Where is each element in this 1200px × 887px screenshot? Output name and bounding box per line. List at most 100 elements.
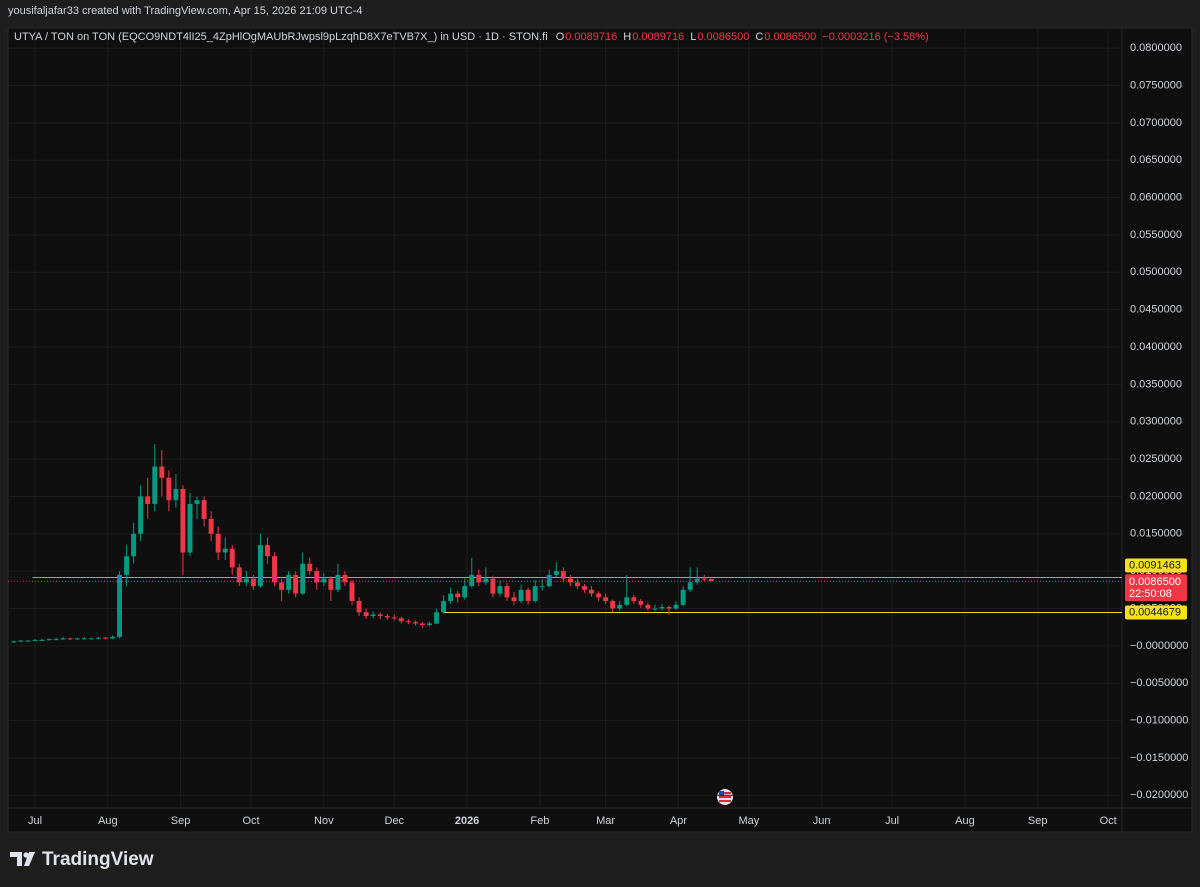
candle-body <box>335 574 341 590</box>
ohlc-key: L <box>690 31 696 43</box>
candle-body <box>131 533 137 557</box>
candle-body <box>180 488 186 553</box>
candle-body <box>596 593 602 598</box>
candle-body <box>18 640 24 642</box>
ohlc-key: H <box>623 31 631 43</box>
last-price-label: 0.0086500 <box>1129 576 1181 588</box>
candle-body <box>476 574 482 583</box>
y-tick-label: 0.0250000 <box>1130 453 1182 465</box>
y-tick-label: 0.0650000 <box>1130 154 1182 166</box>
last-price-box <box>1125 574 1187 602</box>
candle-body <box>370 614 376 616</box>
candle-body <box>152 466 158 504</box>
candle-body <box>124 556 130 575</box>
candle-body <box>441 601 447 613</box>
candle-body <box>25 640 31 642</box>
x-tick-label: Nov <box>314 815 334 827</box>
candle-body <box>307 563 313 572</box>
candle-body <box>208 518 214 534</box>
hline-label-bg <box>1125 558 1187 573</box>
candle-body <box>391 617 397 619</box>
change: −0.0003216 (−3.58%) <box>822 31 928 43</box>
y-tick-label: 0.0150000 <box>1130 528 1182 540</box>
countdown: 22:50:08 <box>1129 588 1172 600</box>
y-tick-label: 0.0300000 <box>1130 416 1182 428</box>
candle-body <box>279 582 285 590</box>
chart-panel <box>7 27 1193 833</box>
candle-body <box>95 637 101 639</box>
y-tick-label: 0.0800000 <box>1130 42 1182 54</box>
candle-body <box>434 612 440 624</box>
candle-body <box>60 638 66 640</box>
x-tick-label: Mar <box>596 815 615 827</box>
candle-body <box>286 574 292 590</box>
candle-body <box>39 639 45 641</box>
candle-body <box>659 607 665 609</box>
candle-body <box>589 589 595 594</box>
y-tick-label: 0.0500000 <box>1130 266 1182 278</box>
candle-body <box>88 638 94 640</box>
candle-body <box>363 612 369 616</box>
x-tick-label: May <box>738 815 759 827</box>
x-tick-label: Jul <box>28 815 42 827</box>
brand-logo <box>10 852 35 866</box>
candle-body <box>377 614 383 616</box>
candle-body <box>11 641 17 643</box>
y-tick-label: −0.0000000 <box>1130 640 1188 652</box>
y-tick-label: 0.0550000 <box>1130 229 1182 241</box>
candle-body <box>74 638 80 640</box>
candle-body <box>321 578 327 583</box>
candle-body <box>680 589 686 605</box>
candle-body <box>518 589 524 602</box>
y-tick-label: 0.0350000 <box>1130 378 1182 390</box>
candles <box>11 444 714 643</box>
candle-body <box>67 638 73 640</box>
candle-body <box>448 593 454 602</box>
x-tick-label: Dec <box>385 815 405 827</box>
candle-body <box>222 548 228 553</box>
candle-body <box>666 607 672 609</box>
candle-body <box>257 545 263 587</box>
candle-body <box>53 639 59 641</box>
candle-body <box>652 608 658 610</box>
candle-body <box>342 574 348 583</box>
candle-body <box>539 586 545 588</box>
candle-body <box>265 545 270 557</box>
brand: TradingView <box>42 849 154 870</box>
candle-body <box>229 548 235 568</box>
x-tick-label: Sep <box>1028 815 1048 827</box>
candle-body <box>201 500 207 519</box>
candle-body <box>356 601 362 613</box>
candle-body <box>546 574 552 587</box>
candle-body <box>708 578 714 582</box>
candle-body <box>610 601 616 609</box>
candle-body <box>300 563 306 594</box>
candle-body <box>194 500 200 504</box>
candle-body <box>469 574 475 587</box>
y-tick-label: −0.0050000 <box>1130 677 1188 689</box>
candle-body <box>412 621 418 624</box>
x-tick-label: Jun <box>813 815 831 827</box>
candle-body <box>582 586 587 590</box>
candle-body <box>138 496 144 534</box>
x-tick-label: Aug <box>98 815 118 827</box>
candle-body <box>384 615 390 618</box>
candle-body <box>525 589 531 602</box>
y-tick-label: 0.0450000 <box>1130 304 1182 316</box>
candle-body <box>243 578 249 583</box>
ohlc-value: 0.0089716 <box>565 31 617 43</box>
y-tick-label: 0.0400000 <box>1130 341 1182 353</box>
candle-body <box>532 586 538 602</box>
candle-body <box>673 604 679 609</box>
y-tick-label: −0.0200000 <box>1130 789 1188 801</box>
candle-body <box>32 639 38 641</box>
candle-body <box>405 621 411 623</box>
candle-body <box>694 578 700 583</box>
candle-body <box>504 586 510 598</box>
y-tick-label: 0.0700000 <box>1130 117 1182 129</box>
ohlc-value: 0.0086500 <box>764 31 816 43</box>
x-tick-label: Apr <box>670 815 687 827</box>
candle-body <box>553 571 559 575</box>
